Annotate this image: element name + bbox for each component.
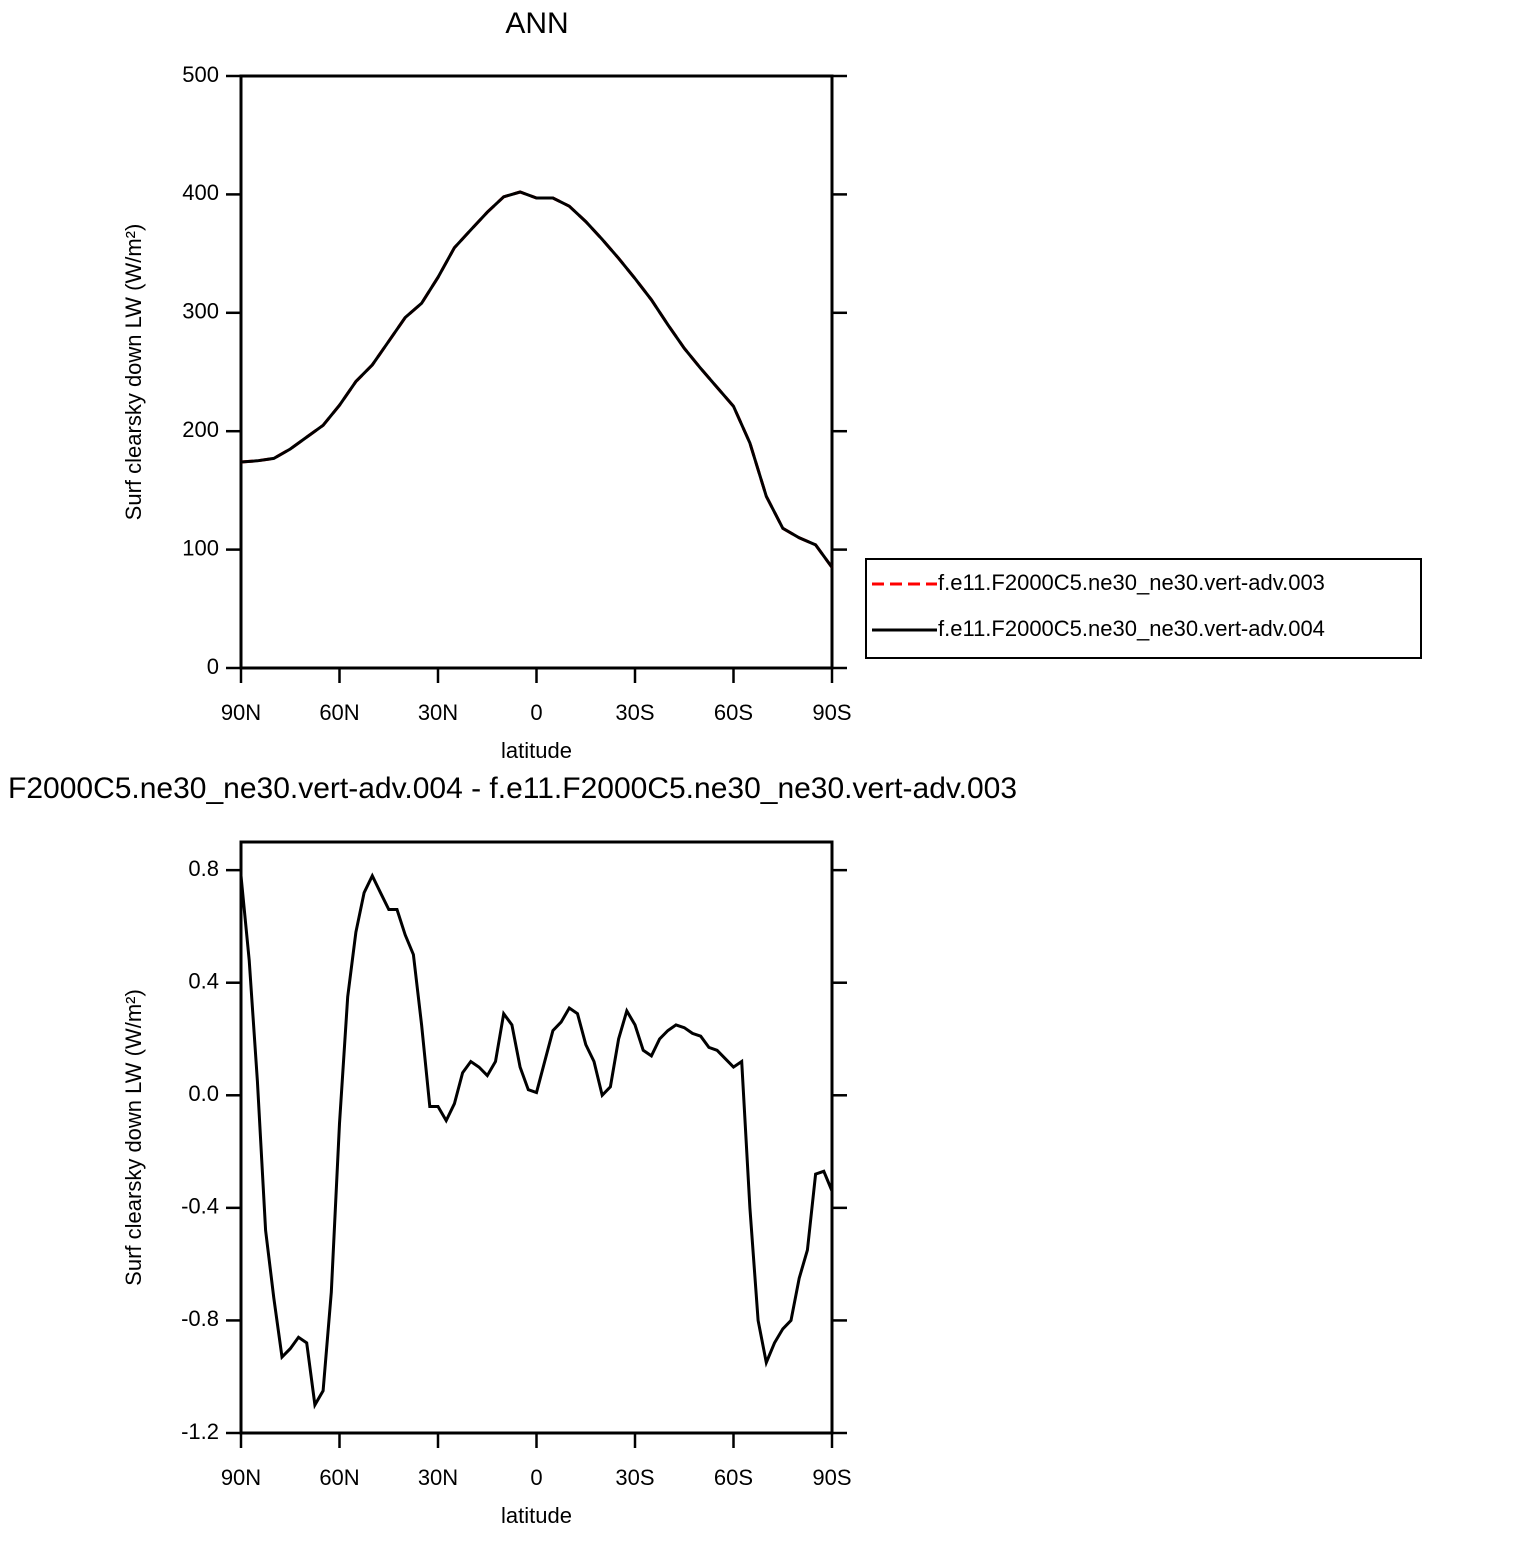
data-line	[240, 190, 834, 569]
y-tick-label: -0.8	[181, 1306, 219, 1331]
x-axis-label: latitude	[501, 1503, 572, 1528]
y-tick-label: 0.0	[188, 1081, 219, 1106]
x-tick-label: 60S	[714, 700, 753, 725]
x-tick-label: 30N	[418, 1465, 458, 1490]
y-axis-label: Surf clearsky down LW (W/m²)	[121, 989, 146, 1286]
x-axis-label: latitude	[501, 738, 572, 763]
y-tick-label: 100	[182, 535, 219, 560]
x-tick-label: 30S	[615, 1465, 654, 1490]
x-tick-label: 0	[530, 1465, 542, 1490]
chart-title: ANN	[505, 7, 568, 40]
x-tick-label: 90N	[221, 700, 261, 725]
x-tick-label: 60N	[319, 700, 359, 725]
y-tick-label: 0	[207, 654, 219, 679]
data-line	[240, 190, 834, 569]
x-tick-label: 90N	[221, 1465, 261, 1490]
y-axis-label: Surf clearsky down LW (W/m²)	[121, 224, 146, 521]
y-tick-label: -1.2	[181, 1419, 219, 1444]
plot-frame	[239, 840, 834, 1435]
x-tick-label: 60N	[319, 1465, 359, 1490]
y-tick-label: 0.8	[188, 856, 219, 881]
y-tick-label: 500	[182, 62, 219, 87]
x-tick-label: 90S	[812, 700, 851, 725]
legend-label: f.e11.F2000C5.ne30_ne30.vert-adv.003	[938, 570, 1325, 595]
plot-frame	[239, 74, 834, 670]
y-tick-label: 300	[182, 299, 219, 324]
y-tick-label: 400	[182, 180, 219, 205]
y-tick-label: 200	[182, 417, 219, 442]
data-line	[239, 872, 834, 1410]
legend-box	[865, 558, 1422, 659]
chart-title: F2000C5.ne30_ne30.vert-adv.004 - f.e11.F…	[8, 772, 1017, 805]
legend-label: f.e11.F2000C5.ne30_ne30.vert-adv.004	[938, 616, 1325, 641]
y-tick-label: 0.4	[188, 969, 219, 994]
x-tick-label: 0	[530, 700, 542, 725]
x-tick-label: 60S	[714, 1465, 753, 1490]
y-tick-label: -0.4	[181, 1194, 219, 1219]
x-tick-label: 30S	[615, 700, 654, 725]
x-tick-label: 30N	[418, 700, 458, 725]
x-tick-label: 90S	[812, 1465, 851, 1490]
